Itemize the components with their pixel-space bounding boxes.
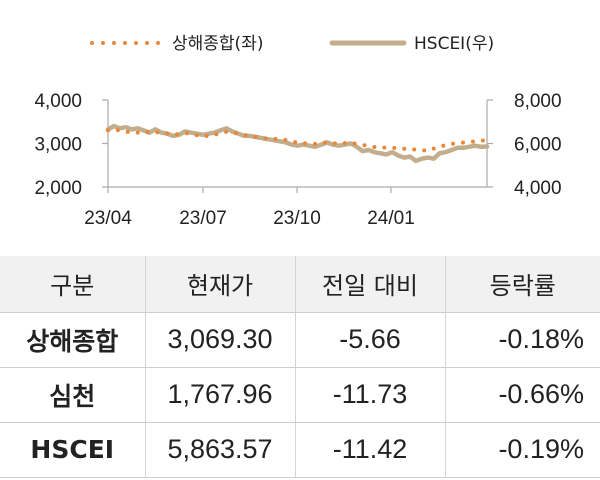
- shanghai-composite-line: [106, 127, 489, 153]
- header-price: 현재가: [144, 256, 295, 313]
- index-quote-table: 구분 현재가 전일 대비 등락률 상해종합 3,069.30 -5.66 -0.…: [0, 256, 600, 479]
- x-tick-label: 24/01: [367, 208, 415, 229]
- x-tick-label: 23/10: [273, 208, 321, 229]
- line-chart: 4,000 3,000 2,000 8,000 6,000 4,000 23/04 23/07…: [34, 34, 562, 229]
- row-price: 1,767.96: [144, 367, 295, 423]
- row-rate: -0.66%: [444, 367, 600, 423]
- row-change: -5.66: [294, 312, 445, 368]
- table-row: 상해종합 3,069.30 -5.66 -0.18%: [0, 312, 600, 368]
- left-tick-label: 2,000: [34, 178, 82, 199]
- table-header-row: 구분 현재가 전일 대비 등락률: [0, 256, 600, 313]
- x-tick-label: 23/04: [84, 208, 132, 229]
- row-price: 3,069.30: [144, 312, 295, 368]
- row-price: 5,863.57: [144, 422, 295, 479]
- left-tick-label: 4,000: [34, 91, 82, 112]
- legend-label-hscei: HSCEI(우): [414, 34, 494, 54]
- hscei-line: [105, 123, 490, 164]
- right-tick-label: 4,000: [514, 178, 562, 199]
- right-tick-label: 6,000: [514, 135, 562, 156]
- chart-area: 4,000 3,000 2,000 8,000 6,000 4,000 23/04 23/07…: [34, 34, 562, 229]
- table-row: HSCEI 5,863.57 -11.42 -0.19%: [0, 422, 600, 479]
- row-name: HSCEI: [0, 422, 145, 479]
- row-name: 심천: [0, 367, 145, 423]
- left-tick-label: 3,000: [34, 135, 82, 156]
- row-name: 상해종합: [0, 312, 145, 368]
- row-rate: -0.19%: [444, 422, 600, 479]
- row-change: -11.42: [294, 422, 445, 479]
- legend-label-shanghai: 상해종합(좌): [172, 34, 263, 54]
- header-category: 구분: [0, 256, 145, 313]
- right-tick-label: 8,000: [514, 91, 562, 112]
- table-row: 심천 1,767.96 -11.73 -0.66%: [0, 367, 600, 423]
- row-change: -11.73: [294, 367, 445, 423]
- header-rate: 등락률: [444, 256, 600, 313]
- x-tick-label: 23/07: [179, 208, 227, 229]
- header-change: 전일 대비: [294, 256, 445, 313]
- row-rate: -0.18%: [444, 312, 600, 368]
